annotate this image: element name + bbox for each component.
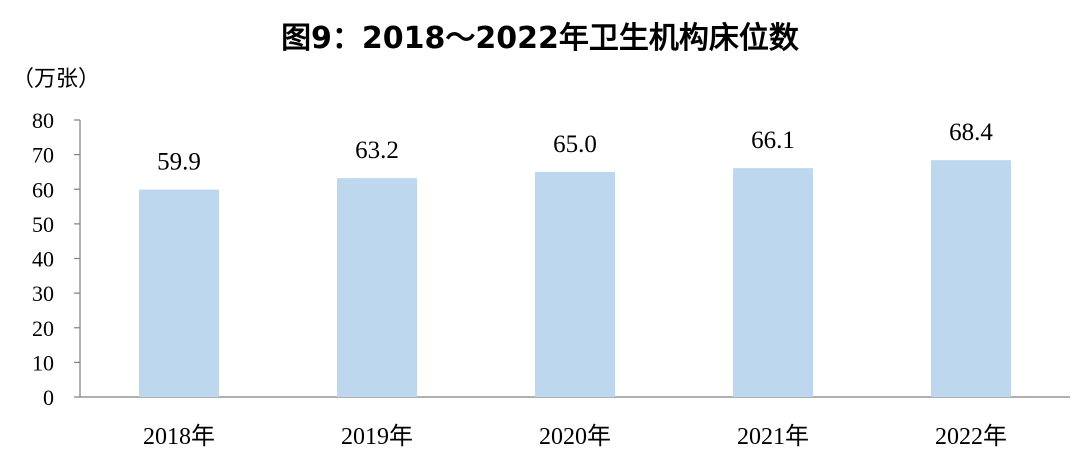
data-label: 59.9 — [157, 149, 201, 176]
data-label: 65.0 — [553, 131, 597, 158]
y-tick-label: 0 — [43, 385, 54, 410]
data-label: 66.1 — [751, 127, 795, 154]
y-tick-label: 10 — [32, 350, 54, 375]
data-label: 68.4 — [949, 119, 993, 146]
y-tick-label: 60 — [32, 177, 54, 202]
y-axis: 0 10 20 30 40 50 60 70 80 — [32, 108, 81, 410]
bar — [931, 160, 1011, 397]
bars — [139, 160, 1011, 397]
x-tick-label: 2022年 — [935, 423, 1007, 450]
y-tick-label: 70 — [32, 143, 54, 168]
y-axis-unit-label: （万张） — [12, 67, 100, 92]
bar — [337, 178, 417, 397]
y-tick-label: 80 — [32, 108, 54, 133]
y-tick-label: 40 — [32, 247, 54, 272]
data-labels: 59.9 63.2 65.0 66.1 68.4 — [157, 119, 993, 175]
data-label: 63.2 — [355, 137, 399, 164]
x-axis: 2018年 2019年 2020年 2021年 2022年 — [80, 396, 1070, 450]
bar — [139, 189, 219, 397]
x-tick-label: 2018年 — [143, 423, 215, 450]
chart-title: 图9：2018～2022年卫生机构床位数 — [281, 21, 800, 56]
y-tick-label: 30 — [32, 281, 54, 306]
x-tick-label: 2019年 — [341, 423, 413, 450]
x-tick-label: 2021年 — [737, 423, 809, 450]
y-tick-label: 20 — [32, 316, 54, 341]
x-tick-label: 2020年 — [539, 423, 611, 450]
bar — [733, 168, 813, 397]
y-tick-label: 50 — [32, 212, 54, 237]
bar — [535, 171, 615, 397]
